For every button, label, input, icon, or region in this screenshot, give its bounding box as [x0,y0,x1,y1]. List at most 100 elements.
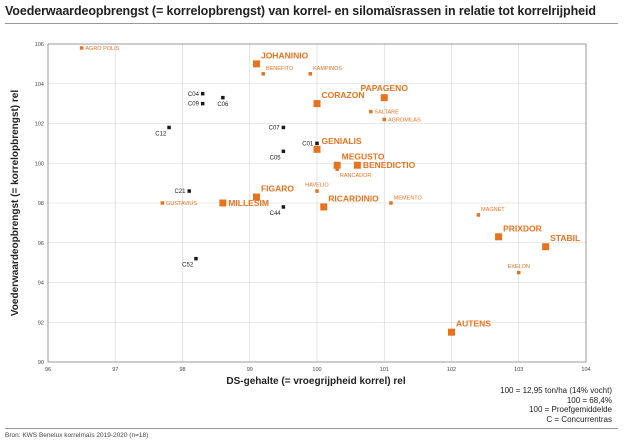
x-tick-label: 103 [514,367,523,373]
point-label-ricardinio: RICARDINIO [328,193,379,203]
point-layer [79,46,550,336]
point-stabil [542,243,550,251]
point-label-stabil: STABIL [550,233,580,243]
point-label-c04: C04 [188,92,200,98]
point-memento [389,201,393,205]
point-label-c44: C44 [270,211,282,217]
point-label-havelio: HAVELIO [305,182,329,188]
point-label-kampinos: KAMPINOS [313,66,342,72]
x-tick-label: 104 [581,367,590,373]
source-note: Bron: KWS Benelux korrelmaïs 2019-2020 (… [5,432,149,439]
point-label-exelon: EXELON [508,264,530,270]
point-label-c01: C01 [302,141,314,147]
point-label-c52: C52 [182,263,194,269]
point-havelio [315,189,319,193]
chart-title: Voederwaardeopbrengst (= korrelopbrengst… [5,4,596,18]
point-label-saltare: SALTARE [375,110,400,116]
point-figaro [252,193,260,201]
point-label-c12: C12 [155,131,167,137]
point-label-c21: C21 [174,189,186,195]
point-label-millesim: MILLESIM [228,198,269,208]
point-label-memento: MEMENTO [394,195,423,201]
grid-layer [47,43,587,363]
note-line: 100 = 12,95 ton/ha (14% vocht) [500,386,612,395]
point-papageno [380,94,388,102]
point-autens [448,328,455,336]
point-kampinos [308,72,313,76]
x-axis-label: DS-gehalte (= vroegrijpheid korrel) rel [226,376,405,387]
point-corazon [313,100,321,108]
point-label-johaninio: JOHANINIO [261,50,309,60]
y-tick-label: 100 [35,161,44,167]
x-tick-label: 99 [247,367,253,373]
point-agro-polis [79,46,84,50]
point-label-gustavius: GUSTAVIUS [166,201,197,207]
point-c52 [194,256,198,261]
point-saltare [369,109,373,114]
x-tick-label: 97 [112,367,118,373]
point-gustavius [160,201,165,205]
point-genialis [313,145,321,153]
x-tick-label: 98 [179,367,185,373]
point-label-benedictio: BENEDICTIO [363,160,416,170]
y-axis-label: Voederwaardeopbrengst (= korrelopbrengst… [10,90,21,316]
point-label-rancador: RANCADOR [340,173,372,179]
point-c05 [281,149,286,154]
point-c04 [200,91,205,96]
point-label-magnet: MAGNET [481,207,505,213]
point-megusto [333,161,341,169]
y-tick-label: 98 [38,201,44,207]
point-magnet [476,213,481,217]
point-rancador [335,167,339,171]
note-line: 100 = 68,4% [566,395,612,405]
y-tick-label: 104 [35,82,44,88]
point-c12 [167,125,171,130]
point-label-c05: C05 [270,155,282,161]
point-benefito [261,72,265,76]
reference-notes: 100 = 12,95 ton/ha (14% vocht) 100 = 68,… [500,386,612,424]
point-label-corazon: CORAZON [322,90,365,100]
point-label-prixdor: PRIXDOR [503,223,542,233]
note-line: 100 = Proefgemiddelde [529,405,612,415]
x-tick-label: 101 [380,367,389,373]
point-label-c09: C09 [188,102,200,108]
x-tick-label: 96 [45,367,51,373]
point-c06 [221,95,225,100]
y-tick-label: 92 [38,320,44,326]
point-label-papageno: PAPAGENO [361,83,409,93]
note-line: C = Concurrentras [546,414,612,424]
y-tick-label: 94 [38,281,44,287]
point-label-agromilas: AGROMILAS [388,117,421,123]
point-c09 [200,101,205,106]
point-benedictio [353,161,361,169]
point-agromilas [382,117,386,122]
point-c21 [187,189,191,193]
x-tick-label: 102 [447,367,456,373]
point-label-figaro: FIGARO [261,184,294,194]
axis-layer: 96 97 98 99 100 101 102 103 104 90 92 94 96 98 100 102 1… [35,42,591,373]
x-tick-label: 100 [312,367,321,373]
point-ricardinio [320,203,328,211]
label-layer: AGRO POLIS JOHANINIO BENEFITO KAMPINOS C04 C0… [85,46,580,329]
plot-frame [47,43,587,363]
point-label-c07: C07 [269,126,281,132]
point-label-agro-polis: AGRO POLIS [85,46,119,52]
point-c01 [315,141,319,146]
point-johaninio [252,60,260,68]
title-divider [5,23,618,24]
point-millesim [219,199,227,207]
point-label-c06: C06 [217,102,229,108]
point-exelon [517,270,521,275]
point-label-autens: AUTENS [456,319,491,329]
point-label-megusto: MEGUSTO [342,152,385,162]
point-c44 [281,205,286,209]
point-label-benefito: BENEFITO [266,66,294,72]
point-prixdor [495,233,503,241]
y-tick-label: 106 [35,42,44,48]
y-tick-label: 102 [35,122,44,128]
footer-divider [5,428,618,429]
point-label-genialis: GENIALIS [322,136,362,146]
y-tick-label: 90 [38,360,44,366]
y-tick-label: 96 [38,241,44,247]
